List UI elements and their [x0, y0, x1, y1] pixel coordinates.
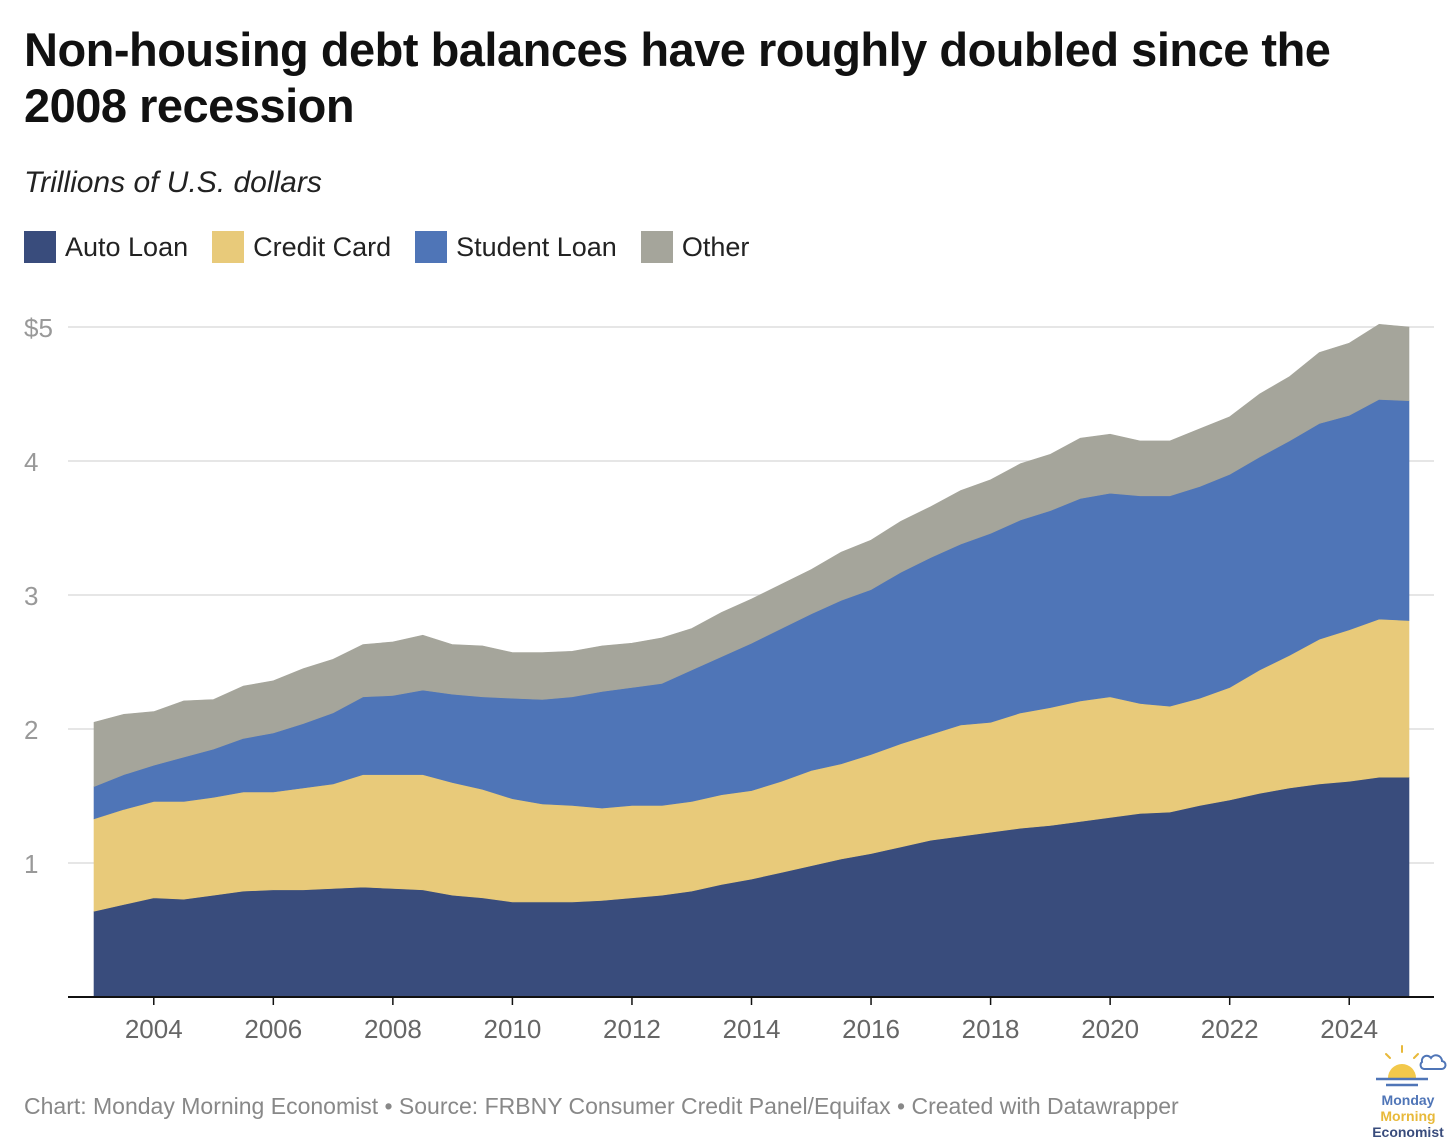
y-tick-label: $5	[24, 313, 53, 343]
x-tick-label: 2010	[483, 1014, 541, 1044]
x-tick-label: 2018	[962, 1014, 1020, 1044]
chart-subtitle: Trillions of U.S. dollars	[24, 166, 322, 199]
legend-item-auto-loan: Auto Loan	[24, 231, 188, 263]
chart-title: Non-housing debt balances have roughly d…	[24, 23, 1331, 132]
y-tick-label: 3	[24, 581, 38, 611]
legend-item-credit-card: Credit Card	[212, 231, 391, 263]
legend-swatch-auto-loan	[24, 231, 56, 263]
x-tick-label: 2022	[1201, 1014, 1259, 1044]
axes: $5 4 3 2 1 2004 2006 2008 2010 2012 2014 2016 2018 20…	[24, 313, 1434, 1044]
legend-label-student-loan: Student Loan	[456, 231, 617, 262]
x-tick-label: 2008	[364, 1014, 422, 1044]
legend-label-credit-card: Credit Card	[253, 231, 392, 262]
logo-word-morning: Morning	[1380, 1108, 1436, 1124]
y-tick-label: 1	[24, 849, 38, 879]
sun-cloud-icon	[1376, 1045, 1447, 1087]
chart-footer: Chart: Monday Morning Economist • Source…	[24, 1093, 1179, 1119]
x-tick-label: 2004	[125, 1014, 183, 1044]
legend-item-other: Other	[640, 231, 750, 263]
area-series	[93, 323, 1410, 998]
y-tick-label: 4	[24, 447, 38, 477]
x-tick-label: 2016	[842, 1014, 900, 1044]
brand-logo: Monday Morning Economist	[1366, 1044, 1450, 1144]
x-tick-label: 2006	[244, 1014, 302, 1044]
logo-word-monday: Monday	[1381, 1092, 1435, 1108]
x-tick-label: 2014	[723, 1014, 781, 1044]
x-tick-label: 2024	[1320, 1014, 1378, 1044]
logo-word-economist: Economist	[1372, 1124, 1444, 1140]
legend-label-other: Other	[681, 231, 750, 262]
legend-item-student-loan: Student Loan	[415, 231, 617, 263]
y-tick-label: 2	[24, 715, 38, 745]
x-tick-label: 2020	[1081, 1014, 1139, 1044]
legend-swatch-other	[640, 231, 673, 263]
legend: Auto Loan Credit Card Student Loan Other	[24, 231, 773, 263]
legend-label-auto-loan: Auto Loan	[65, 231, 189, 262]
area-other	[93, 323, 1410, 788]
stacked-area-chart: $5 4 3 2 1 2004 2006 2008 2010 2012 2014 2016 2018 20…	[24, 313, 1434, 1044]
legend-swatch-credit-card	[212, 231, 245, 263]
x-tick-label: 2012	[603, 1014, 661, 1044]
legend-swatch-student-loan	[415, 231, 448, 263]
